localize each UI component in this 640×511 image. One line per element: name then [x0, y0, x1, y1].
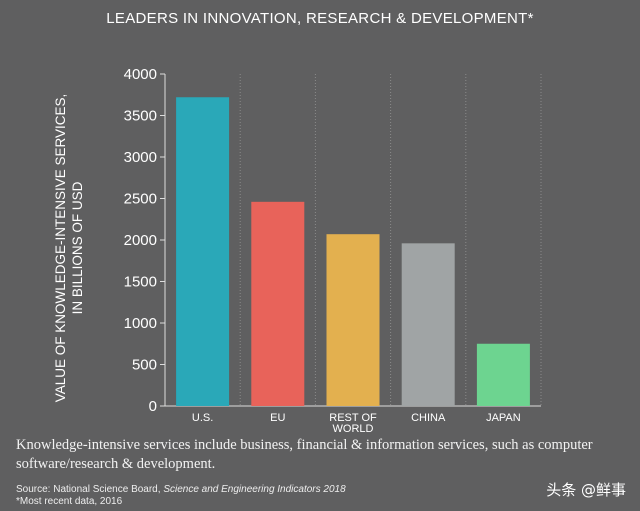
- chart-note: Knowledge-intensive services include bus…: [16, 437, 593, 472]
- source-footnote: *Most recent data, 2016: [16, 496, 123, 507]
- bars: [176, 97, 530, 407]
- y-tick-label: 2000: [124, 232, 157, 249]
- bar-japan: [476, 343, 530, 406]
- y-tick-label: 2500: [124, 191, 157, 208]
- y-tick-label: 3000: [124, 149, 157, 166]
- source-block: Source: National Science Board, Science …: [16, 484, 346, 508]
- x-tick-label: REST OF: [329, 412, 377, 424]
- y-tick-label: 0: [149, 398, 157, 415]
- x-tick-label: CHINA: [411, 412, 446, 424]
- x-tick-label: EU: [270, 412, 285, 424]
- y-tick-label: 500: [132, 357, 157, 374]
- watermark: 头条 @鲜事: [546, 481, 626, 499]
- x-tick-label: U.S.: [192, 412, 213, 424]
- y-tick-label: 4000: [124, 66, 157, 83]
- y-tick-label: 1000: [124, 315, 157, 332]
- x-tick-label: WORLD: [333, 423, 374, 435]
- bar-u-s: [176, 97, 230, 407]
- chart-title: LEADERS IN INNOVATION, RESEARCH & DEVELO…: [106, 10, 534, 27]
- bar-eu: [251, 201, 305, 406]
- x-tick-label: JAPAN: [486, 412, 521, 424]
- y-axis-label-line1: VALUE OF KNOWLEDGE-INTENSIVE SERVICES,: [53, 94, 68, 403]
- bar-rest-of-world: [326, 234, 380, 406]
- source-publication: Science and Engineering Indicators 2018: [163, 484, 346, 495]
- y-tick-label: 1500: [124, 274, 157, 291]
- source-prefix: Source: National Science Board,: [16, 484, 164, 495]
- y-axis-label-line2: IN BILLIONS OF USD: [70, 181, 85, 314]
- y-tick-label: 3500: [124, 108, 157, 125]
- bar-china: [401, 243, 455, 406]
